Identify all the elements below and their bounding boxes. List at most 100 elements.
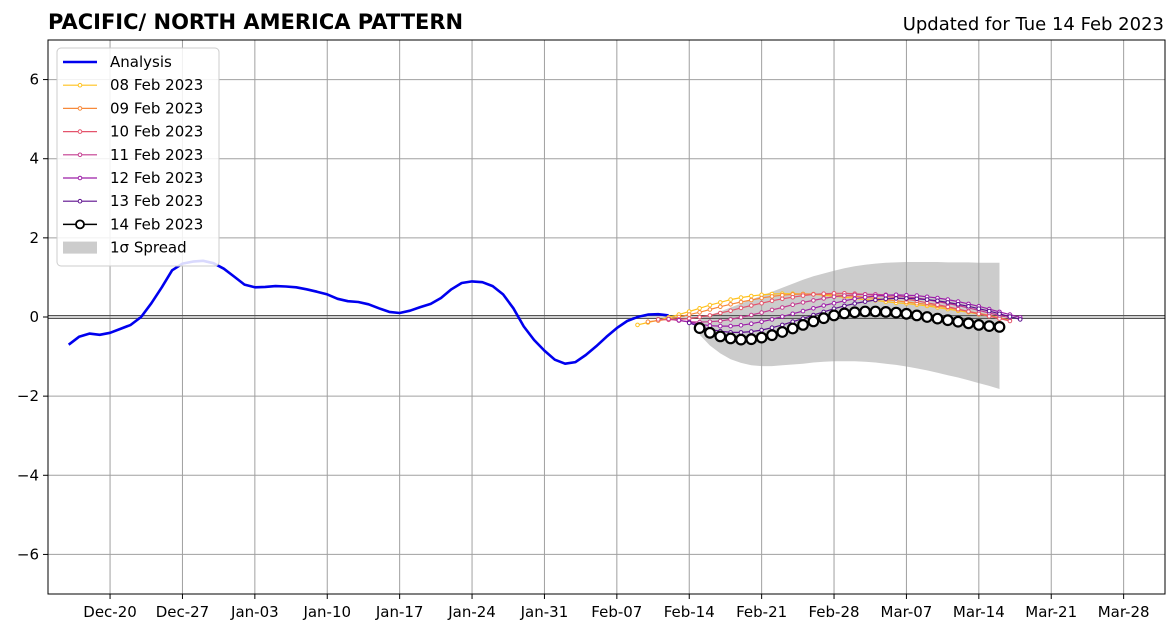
forecast-point [766,329,778,342]
x-tick-label: Dec-27 [156,603,210,621]
legend-marker [77,129,83,134]
forecast-point [893,296,899,301]
forecast-point [955,306,961,312]
forecast-point [769,298,775,304]
y-tick-label: 2 [29,229,39,247]
x-tick-label: Jan-10 [302,603,351,621]
legend-marker [77,198,83,204]
forecast-point [817,312,830,325]
forecast-point [724,332,737,345]
forecast-point [993,321,1006,333]
forecast-point [842,298,847,304]
y-tick-label: 6 [29,71,39,89]
forecast-point [738,295,744,300]
forecast-point [759,327,764,333]
forecast-line [668,293,1011,323]
forecast-point [769,294,775,299]
forecast-point [759,300,764,306]
forecast-point [780,305,785,310]
forecast-point [635,322,640,328]
legend-entry: Analysis [63,53,172,71]
legend-label: 10 Feb 2023 [110,123,203,141]
forecast-point [645,319,651,325]
forecast-point [852,301,858,306]
forecast-point [718,310,723,316]
legend-marker [77,152,83,158]
forecast-point [759,310,764,315]
forecast-point [714,330,727,343]
forecast-point [790,311,796,317]
forecast-point [862,299,868,304]
forecast-point [704,326,716,339]
x-tick-label: Feb-28 [809,603,860,621]
forecast-point [966,309,971,314]
legend-label: 13 Feb 2023 [110,192,203,210]
forecast-point [821,291,827,297]
forecast-point [811,292,816,297]
forecast-point [910,309,923,322]
forecast-point [780,296,785,302]
forecast-point [745,333,758,346]
forecast-point [790,294,796,300]
forecast-point [924,297,930,302]
legend-entry: 14 Feb 2023 [63,215,203,233]
legend-marker [77,175,83,181]
legend-marker [75,219,85,230]
forecast-point [972,319,985,331]
forecast-point [718,323,723,329]
legend-label: 11 Feb 2023 [110,146,203,164]
legend-entry: 11 Feb 2023 [63,146,203,164]
forecast-point [914,296,920,302]
forecast-point [842,303,847,309]
legend-label: 08 Feb 2023 [110,76,203,94]
y-tick-label: 4 [29,150,39,168]
legend-label: Analysis [110,53,172,71]
forecast-point [776,326,789,338]
chart-title: PACIFIC/ NORTH AMERICA PATTERN [48,10,463,34]
forecast-line [678,294,1021,327]
forecast-point [755,331,768,344]
forecast-point [800,308,806,314]
forecast-point [800,300,806,305]
legend-box [56,47,220,267]
forecast-point [883,296,889,302]
forecast-point [828,309,840,322]
forecast-point [790,302,796,308]
legend: Analysis 08 Feb 2023 09 Feb 2023 10 Feb 202… [56,47,220,267]
forecast-point [786,322,799,335]
x-tick-label: Mar-14 [953,603,1005,621]
forecast-point [718,300,723,305]
forecast-point [893,292,899,298]
forecast-point [831,300,837,306]
forecast-point [873,297,878,303]
legend-label: 12 Feb 2023 [110,169,203,187]
legend-marker [77,82,83,88]
legend-swatch [63,241,97,254]
legend-entry: 09 Feb 2023 [63,99,203,117]
forecast-point [655,317,661,322]
x-tick-label: Jan-24 [447,603,496,621]
y-tick-label: −6 [17,545,39,563]
forecast-point [749,293,754,299]
forecast-point [879,306,892,318]
forecast-point [749,303,754,308]
legend-label: 09 Feb 2023 [110,99,203,117]
forecast-point [800,293,806,298]
legend-entry: 08 Feb 2023 [63,76,203,94]
plot-frame [47,39,1166,595]
forecast-point [852,292,858,298]
forecast-point [890,306,902,319]
forecast-point [707,319,713,325]
forecast-point [941,314,954,327]
legend-entry: 1σ Spread [63,239,187,257]
legend-entry: 10 Feb 2023 [63,123,203,141]
forecast-point [749,297,754,303]
forecast-point [728,308,733,314]
forecast-point [749,312,754,318]
x-tick-label: Jan-17 [375,603,424,621]
forecast-point [848,306,861,319]
forecast-point [842,293,847,298]
forecast-point [904,296,909,301]
forecast-point [945,300,951,305]
